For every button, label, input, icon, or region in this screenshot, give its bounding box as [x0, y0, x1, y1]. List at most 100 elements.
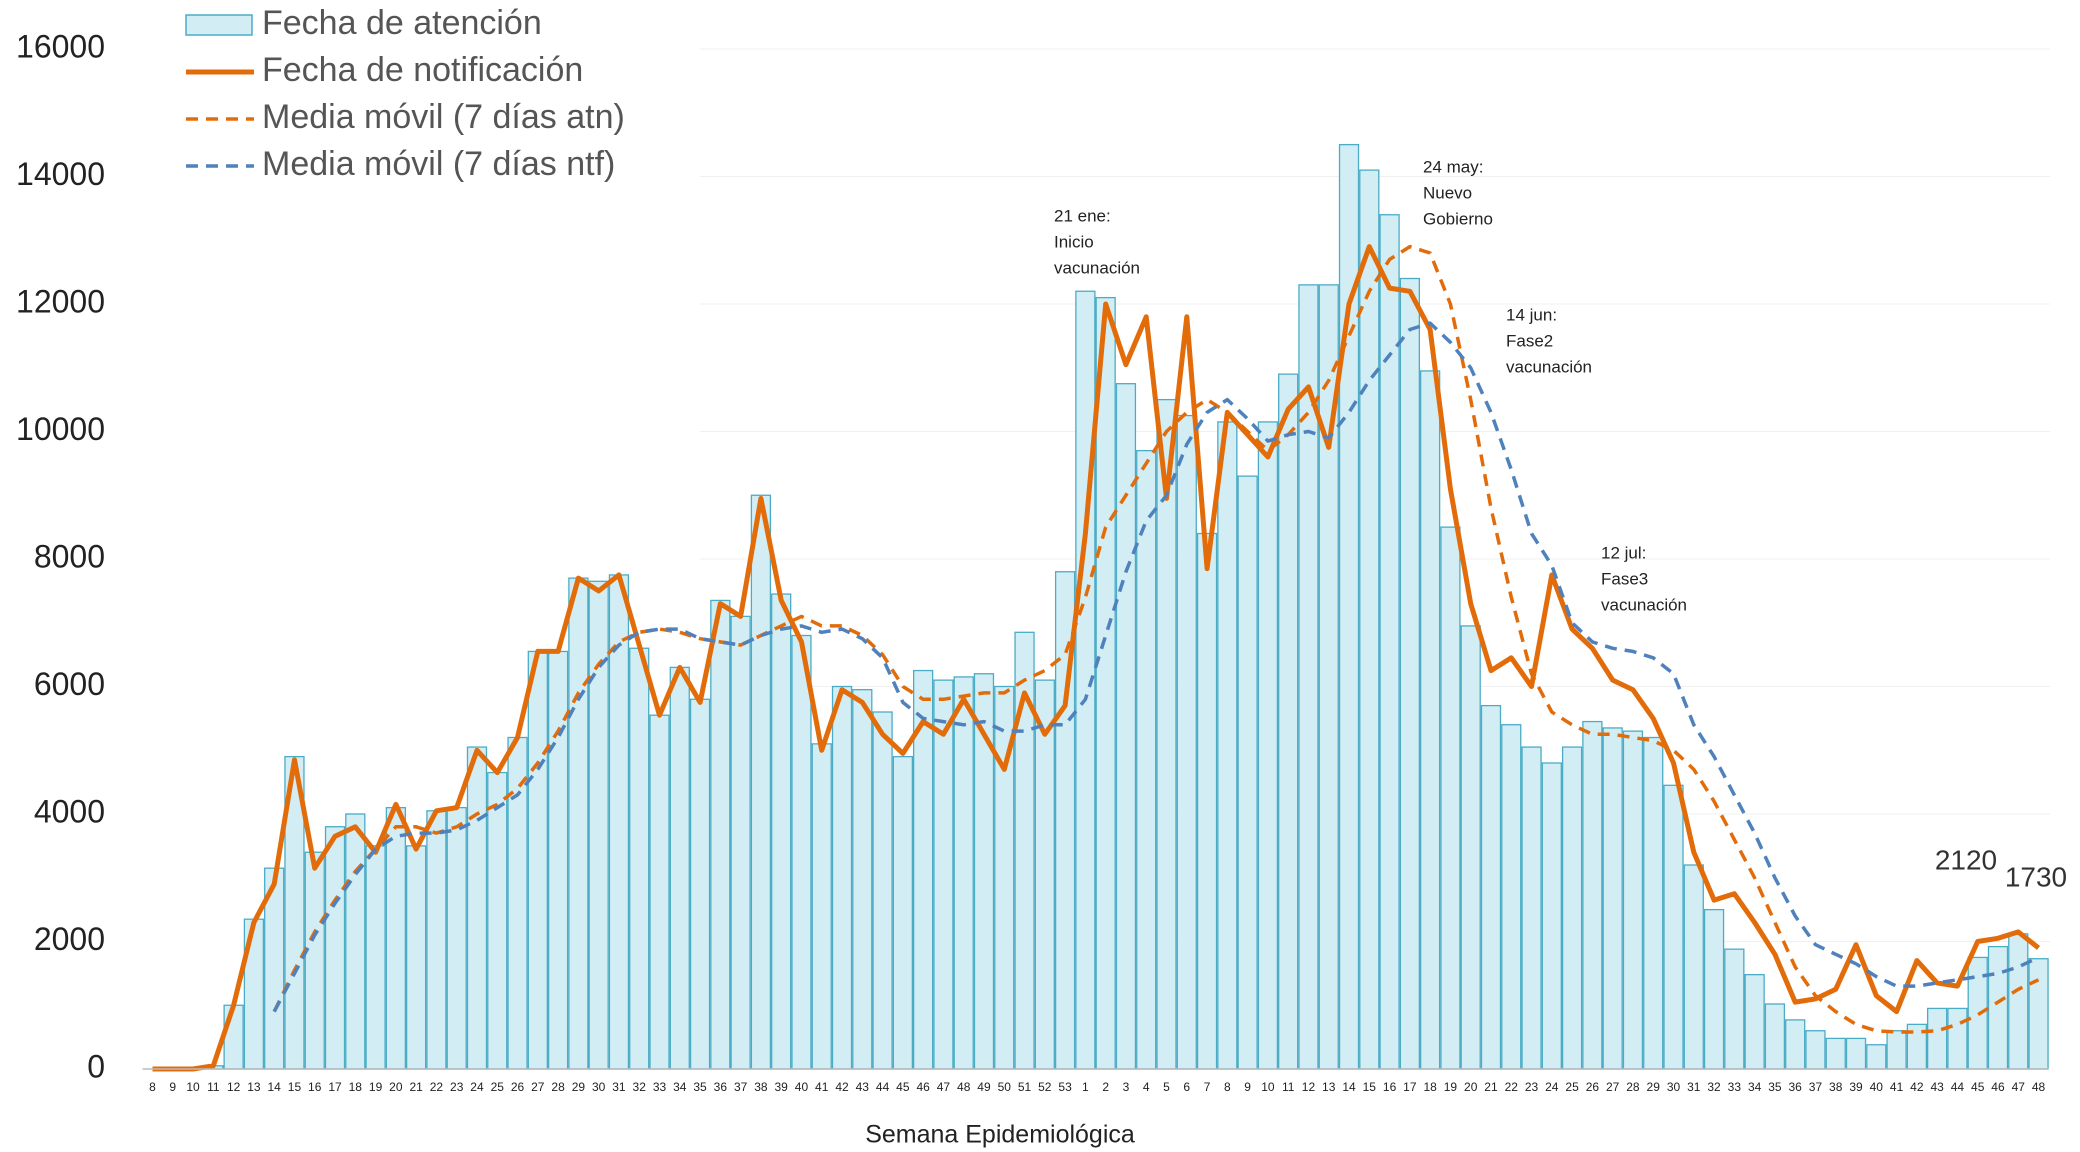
x-tick-label: 13	[247, 1080, 261, 1094]
bar	[324, 826, 346, 1070]
x-tick-label: 3	[1123, 1080, 1130, 1094]
annotation: Nuevo	[1423, 183, 1472, 202]
x-tick-label: 24	[470, 1080, 484, 1094]
y-tick-label: 2000	[34, 921, 105, 957]
x-tick-label: 37	[1809, 1080, 1823, 1094]
bar	[1278, 373, 1299, 1070]
bar	[426, 810, 447, 1070]
annotation: 24 may:	[1423, 157, 1483, 176]
bar	[669, 666, 690, 1070]
x-tick-label: 48	[2032, 1080, 2046, 1094]
data-label: 2120	[1935, 844, 1997, 875]
x-tick-label: 24	[1545, 1080, 1559, 1094]
bar	[1359, 169, 1380, 1070]
bar	[1703, 908, 1725, 1070]
bar	[1643, 736, 1664, 1070]
legend-label: Fecha de atención	[262, 4, 542, 42]
bar	[365, 845, 386, 1070]
legend-label: Media móvil (7 días ntf)	[262, 145, 615, 183]
data-label: 1730	[2005, 861, 2067, 892]
bar	[1582, 720, 1603, 1070]
bar	[811, 743, 832, 1070]
x-tick-label: 25	[1565, 1080, 1579, 1094]
bar	[771, 593, 792, 1070]
bar	[385, 806, 407, 1070]
x-tick-label: 14	[1342, 1080, 1356, 1094]
x-tick-label: 9	[1244, 1080, 1251, 1094]
y-tick-label: 8000	[34, 538, 105, 574]
bar	[1947, 1007, 1968, 1070]
x-tick-label: 29	[1647, 1080, 1661, 1094]
bar	[730, 615, 751, 1070]
moving-average-line	[272, 244, 2040, 1034]
x-tick-label: 42	[835, 1080, 849, 1094]
bar	[1237, 475, 1258, 1070]
x-tick-label: 16	[308, 1080, 322, 1094]
x-tick-label: 41	[815, 1080, 829, 1094]
x-tick-label: 20	[1464, 1080, 1478, 1094]
bar	[710, 599, 731, 1070]
bar	[831, 685, 853, 1070]
line	[152, 244, 2041, 1072]
legend-label: Fecha de notificación	[262, 51, 583, 89]
x-tick-label: 33	[653, 1080, 667, 1094]
bar	[892, 755, 914, 1070]
bar	[1136, 449, 1157, 1070]
bar	[1541, 762, 1562, 1070]
bar	[791, 634, 812, 1070]
y-tick-label: 16000	[16, 28, 105, 64]
bar	[405, 845, 427, 1070]
x-tick-label: 36	[1789, 1080, 1803, 1094]
bar	[1683, 864, 1704, 1070]
y-tick-label: 6000	[34, 666, 105, 702]
bar	[1440, 526, 1461, 1070]
y-tick-label: 10000	[16, 411, 105, 447]
x-tick-label: 39	[775, 1080, 789, 1094]
x-tick-label: 5	[1163, 1080, 1170, 1094]
x-tick-label: 29	[572, 1080, 586, 1094]
x-tick-label: 51	[1018, 1080, 1032, 1094]
bar	[1663, 784, 1684, 1070]
bar	[1501, 724, 1522, 1070]
x-tick-label: 11	[207, 1080, 220, 1094]
x-tick-label: 31	[612, 1080, 626, 1094]
x-tick-label: 19	[1444, 1080, 1458, 1094]
x-tick-label: 2	[1102, 1080, 1109, 1094]
bar	[1561, 746, 1583, 1070]
annotation: Fase2	[1506, 331, 1553, 350]
x-tick-label: 17	[328, 1080, 342, 1094]
x-tick-label: 12	[1302, 1080, 1316, 1094]
annotation: Gobierno	[1423, 209, 1493, 228]
x-tick-label: 36	[714, 1080, 728, 1094]
bar	[1987, 945, 2009, 1070]
x-tick-label: 31	[1687, 1080, 1701, 1094]
bar	[1176, 414, 1197, 1070]
annotation: 12 jul:	[1601, 543, 1646, 562]
x-tick-label: 43	[1930, 1080, 1944, 1094]
x-tick-label: 22	[430, 1080, 444, 1094]
x-tick-label: 23	[450, 1080, 464, 1094]
x-tick-label: 41	[1890, 1080, 1904, 1094]
bar	[1095, 296, 1116, 1070]
bar	[527, 650, 548, 1070]
annotation: vacunación	[1506, 357, 1592, 376]
bar	[852, 689, 873, 1070]
x-tick-label: 18	[349, 1080, 363, 1094]
annotation: Inicio	[1054, 232, 1094, 251]
x-tick-label: 12	[227, 1080, 241, 1094]
bar	[1785, 1019, 1806, 1070]
x-tick-label: 23	[1525, 1080, 1539, 1094]
bar	[1805, 1030, 1826, 1070]
x-tick-label: 37	[734, 1080, 748, 1094]
x-tick-label: 8	[149, 1080, 156, 1094]
bar	[1926, 1007, 1948, 1070]
x-tick-label: 28	[551, 1080, 565, 1094]
bar	[750, 494, 772, 1070]
x-tick-label: 53	[1058, 1080, 1072, 1094]
x-tick-label: 48	[957, 1080, 971, 1094]
x-tick-label: 15	[288, 1080, 302, 1094]
x-tick-label: 14	[268, 1080, 282, 1094]
x-tick-label: 49	[977, 1080, 991, 1094]
bar	[1744, 974, 1765, 1070]
bar	[304, 851, 325, 1070]
